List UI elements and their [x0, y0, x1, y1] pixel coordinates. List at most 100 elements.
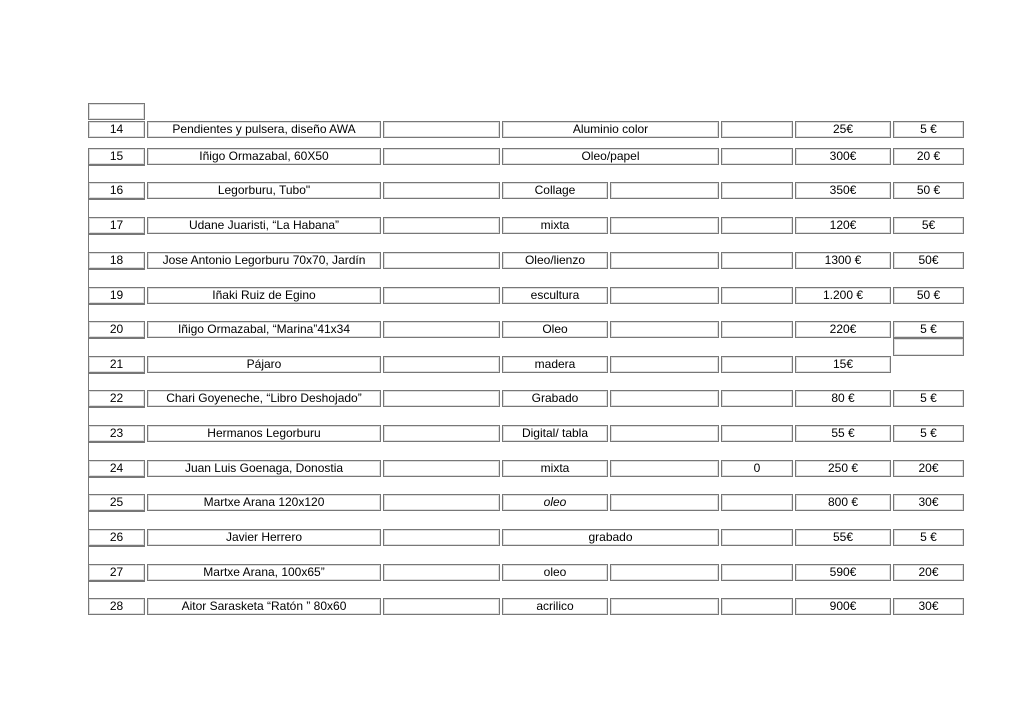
empty-cell [383, 121, 500, 138]
price-cell: 350€ [795, 182, 891, 199]
row-number: 23 [88, 425, 145, 442]
row-number: 16 [88, 182, 145, 199]
empty-cell [383, 529, 500, 546]
empty-cell [610, 494, 719, 511]
empty-cell [383, 321, 500, 338]
material-cell: Digital/ tabla [502, 425, 608, 442]
extra-cell [721, 121, 793, 138]
empty-cell [610, 321, 719, 338]
empty-cell [383, 356, 500, 373]
artwork-title: Udane Juaristi, “La Habana” [147, 217, 381, 234]
empty-header-cell [88, 103, 145, 120]
empty-cell [383, 287, 500, 304]
fee-cell: 30€ [893, 598, 964, 615]
price-cell: 220€ [795, 321, 891, 338]
spacer-cell [88, 546, 145, 564]
empty-cell [383, 598, 500, 615]
row-number: 26 [88, 529, 145, 546]
artwork-title: Aitor Sarasketa “Ratón ” 80x60 [147, 598, 381, 615]
extra-cell [721, 148, 793, 165]
extra-cell [721, 217, 793, 234]
extra-cell [721, 182, 793, 199]
extra-cell [721, 321, 793, 338]
fee-cell: 50 € [893, 287, 964, 304]
fee-cell: 20€ [893, 564, 964, 581]
empty-cell [610, 425, 719, 442]
material-cell: madera [502, 356, 608, 373]
empty-cell [610, 356, 719, 373]
artwork-title: Chari Goyeneche, “Libro Deshojado” [147, 390, 381, 407]
extra-cell [721, 564, 793, 581]
empty-cell [610, 598, 719, 615]
empty-cell [610, 564, 719, 581]
price-cell: 120€ [795, 217, 891, 234]
extra-cell [721, 598, 793, 615]
spacer-cell [88, 269, 145, 287]
empty-cell [383, 494, 500, 511]
artwork-title: Jose Antonio Legorburu 70x70, Jardín [147, 252, 381, 269]
empty-cell [610, 287, 719, 304]
price-cell: 55 € [795, 425, 891, 442]
empty-cell [893, 338, 964, 356]
extra-cell [721, 356, 793, 373]
extra-cell [721, 494, 793, 511]
row-number: 17 [88, 217, 145, 234]
row-number: 28 [88, 598, 145, 615]
spacer-cell [88, 304, 145, 321]
material-cell: Oleo/lienzo [502, 252, 608, 269]
price-cell: 80 € [795, 390, 891, 407]
price-cell: 1.200 € [795, 287, 891, 304]
material-cell: Oleo/papel [502, 148, 719, 165]
price-cell: 25€ [795, 121, 891, 138]
artwork-title: Iñigo Ormazabal, 60X50 [147, 148, 381, 165]
material-cell: acrilico [502, 598, 608, 615]
fee-cell: 5€ [893, 217, 964, 234]
empty-cell [383, 460, 500, 477]
empty-cell [610, 390, 719, 407]
row-number: 20 [88, 321, 145, 338]
price-cell: 590€ [795, 564, 891, 581]
row-number: 22 [88, 390, 145, 407]
empty-cell [610, 182, 719, 199]
artwork-title: Martxe Arana, 100x65” [147, 564, 381, 581]
price-cell: 15€ [795, 356, 891, 373]
price-cell: 900€ [795, 598, 891, 615]
row-number: 24 [88, 460, 145, 477]
extra-cell [721, 390, 793, 407]
spacer-cell [88, 442, 145, 460]
artwork-title: Hermanos Legorburu [147, 425, 381, 442]
artwork-title: Pájaro [147, 356, 381, 373]
spacer-cell [88, 373, 145, 390]
fee-cell: 30€ [893, 494, 964, 511]
fee-cell: 50 € [893, 182, 964, 199]
material-cell: Oleo [502, 321, 608, 338]
extra-cell: 0 [721, 460, 793, 477]
extra-cell [721, 287, 793, 304]
artwork-title: Pendientes y pulsera, diseño AWA [147, 121, 381, 138]
price-cell: 300€ [795, 148, 891, 165]
empty-cell [383, 252, 500, 269]
spacer-cell [88, 338, 145, 356]
artwork-title: Iñigo Ormazabal, “Marina”41x34 [147, 321, 381, 338]
spacer-cell [88, 234, 145, 252]
price-cell: 55€ [795, 529, 891, 546]
spacer-cell [88, 199, 145, 217]
empty-cell [610, 252, 719, 269]
artwork-title: Juan Luis Goenaga, Donostia [147, 460, 381, 477]
price-cell: 250 € [795, 460, 891, 477]
empty-cell [383, 148, 500, 165]
artwork-title: Martxe Arana 120x120 [147, 494, 381, 511]
artwork-title: Iñaki Ruiz de Egino [147, 287, 381, 304]
material-cell: oleo [502, 494, 608, 511]
empty-cell [383, 217, 500, 234]
row-number: 18 [88, 252, 145, 269]
fee-cell: 50€ [893, 252, 964, 269]
price-cell: 800 € [795, 494, 891, 511]
spacer-cell [88, 407, 145, 425]
fee-cell: 5 € [893, 390, 964, 407]
fee-cell: 20€ [893, 460, 964, 477]
row-number: 14 [88, 121, 145, 138]
fee-cell: 5 € [893, 425, 964, 442]
artwork-title: Javier Herrero [147, 529, 381, 546]
fee-cell: 20 € [893, 148, 964, 165]
